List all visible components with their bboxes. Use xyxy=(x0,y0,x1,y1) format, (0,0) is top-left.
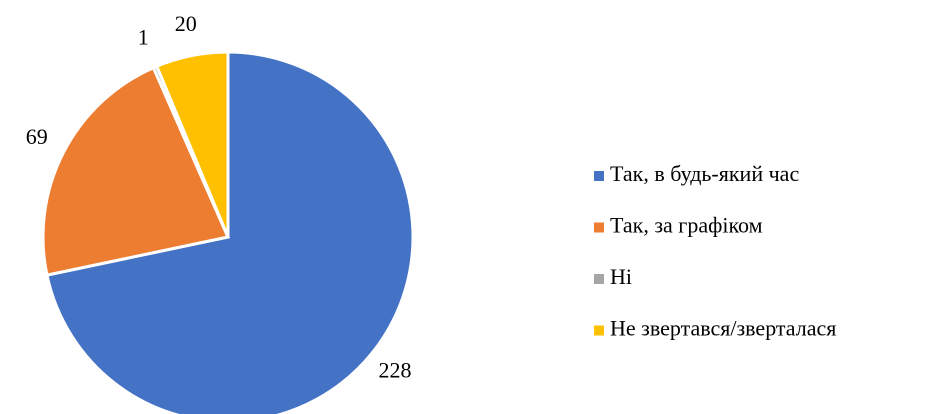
legend-swatch xyxy=(594,222,604,233)
data-label: 69 xyxy=(26,124,48,149)
data-label: 1 xyxy=(138,24,149,49)
legend-swatch xyxy=(594,325,604,336)
pie-slice xyxy=(45,50,415,414)
pie-slice xyxy=(41,65,231,277)
legend-swatch xyxy=(594,274,604,284)
legend-swatch xyxy=(594,171,604,181)
data-label: 20 xyxy=(175,11,197,36)
legend-label: Так, в будь-який час xyxy=(610,161,799,186)
legend-label: Так, за графіком xyxy=(610,213,763,238)
pie-slice xyxy=(154,50,230,238)
legend-label: Не звертався/зверталася xyxy=(610,316,836,341)
legend-label: Ні xyxy=(610,264,632,289)
data-label: 228 xyxy=(378,358,411,383)
